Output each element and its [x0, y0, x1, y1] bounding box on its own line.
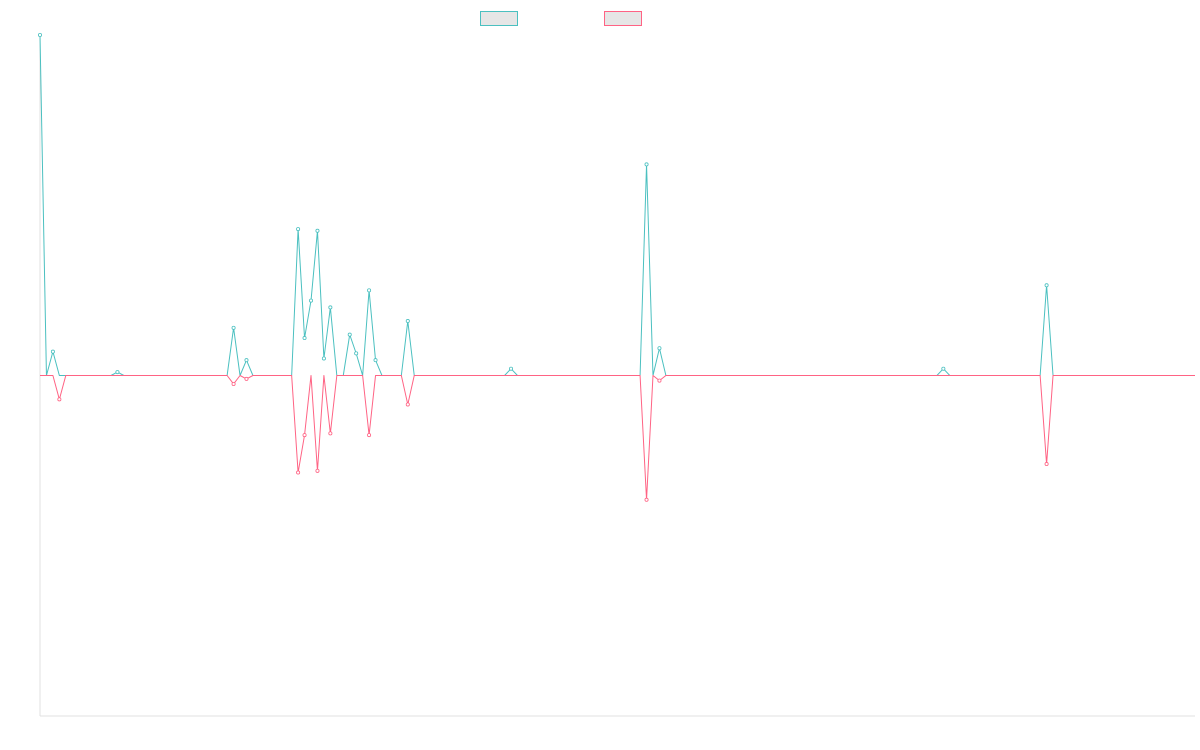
series-1-point-30[interactable] [231, 325, 236, 330]
series-2-point-45[interactable] [328, 431, 333, 436]
chart-point-layer [38, 33, 1049, 502]
series-1-point-49[interactable] [354, 351, 359, 356]
chart-legend [0, 9, 1200, 27]
series-1-point-44[interactable] [321, 356, 326, 361]
series-2-point-43[interactable] [315, 468, 320, 473]
series-1-point-0[interactable] [38, 33, 43, 38]
series-1-point-73[interactable] [509, 366, 514, 371]
series-1-point-2[interactable] [50, 349, 55, 354]
series-1-point-32[interactable] [244, 358, 249, 363]
series-2-point-57[interactable] [405, 402, 410, 407]
series-2-point-30[interactable] [231, 382, 236, 387]
series-2-point-32[interactable] [244, 376, 249, 381]
legend-item-series-1[interactable] [480, 9, 518, 27]
series-1-point-52[interactable] [373, 358, 378, 363]
series-2-point-96[interactable] [657, 378, 662, 383]
series-2-point-3[interactable] [57, 397, 62, 402]
legend-swatch-series-1 [480, 10, 518, 26]
chart-series-layer [39, 34, 1195, 501]
series-1-point-40[interactable] [296, 227, 301, 232]
series-1-point-43[interactable] [315, 228, 320, 233]
series-2-point-156[interactable] [1044, 462, 1049, 467]
series-1-point-41[interactable] [302, 336, 307, 341]
series-1-point-12[interactable] [115, 370, 120, 375]
series-2-point-41[interactable] [302, 433, 307, 438]
series-1-point-156[interactable] [1044, 283, 1049, 288]
legend-item-series-2[interactable] [604, 9, 642, 27]
series-1-point-48[interactable] [347, 332, 352, 337]
series-2-point-40[interactable] [296, 470, 301, 475]
series-2-point-51[interactable] [367, 433, 372, 438]
legend-swatch-series-2 [604, 10, 642, 26]
series-line-1[interactable] [39, 34, 1195, 376]
series-2-point-94[interactable] [644, 497, 649, 502]
series-line-2[interactable] [40, 375, 1195, 501]
series-1-point-94[interactable] [644, 162, 649, 167]
series-1-point-57[interactable] [405, 319, 410, 324]
series-1-point-51[interactable] [367, 288, 372, 293]
series-1-point-45[interactable] [328, 305, 333, 310]
series-1-point-42[interactable] [309, 298, 314, 303]
series-1-point-96[interactable] [657, 346, 662, 351]
series-1-point-140[interactable] [941, 366, 946, 371]
